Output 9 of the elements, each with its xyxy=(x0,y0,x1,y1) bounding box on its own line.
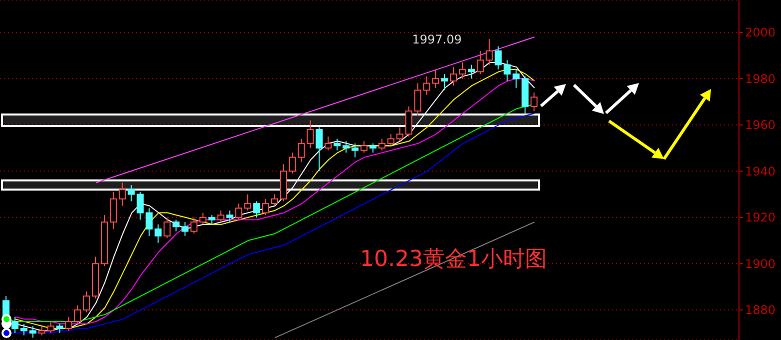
y-tick-label: 1980 xyxy=(745,72,776,86)
y-tick-label: 1900 xyxy=(745,256,776,271)
y-tick-label: 1960 xyxy=(745,118,776,132)
annotation: 10.23黄金1小时图 xyxy=(360,246,547,274)
y-tick-label: 2000 xyxy=(745,26,776,40)
y-tick-label: 1940 xyxy=(745,164,776,178)
annotation: 1997.09 xyxy=(412,32,462,46)
y-tick-label: 1920 xyxy=(745,210,776,225)
y-tick-label: 1880 xyxy=(745,303,776,318)
